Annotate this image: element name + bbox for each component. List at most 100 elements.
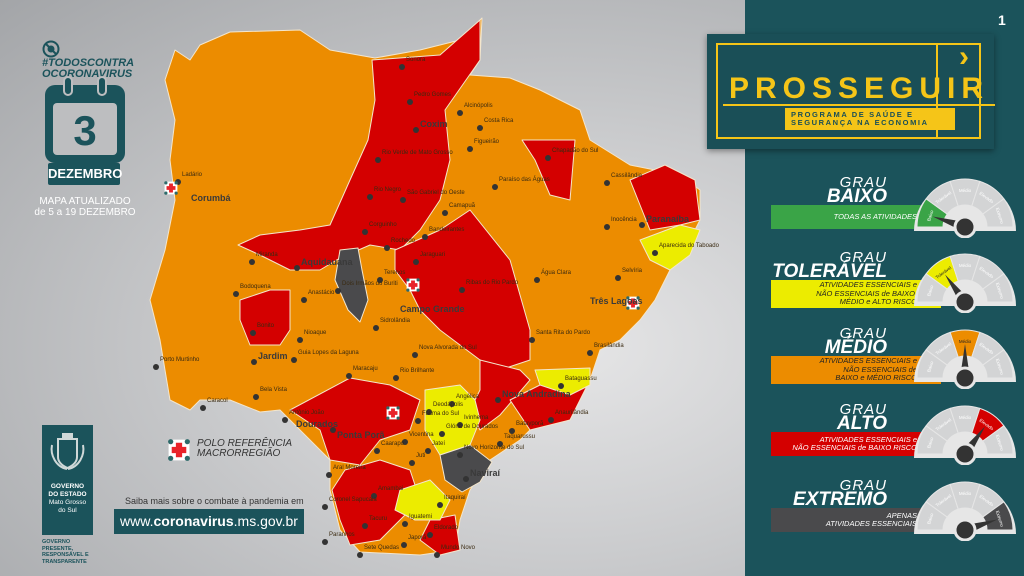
city-label: Sidrolândia (380, 318, 411, 324)
city-label: Rio Brilhante (400, 368, 435, 374)
city-dot (253, 394, 259, 400)
city-dot (548, 417, 554, 423)
polo-referencia-icon (626, 296, 640, 310)
city-label: Campo Grande (400, 304, 465, 314)
city-dot (153, 364, 159, 370)
city-label: Amambai (378, 486, 404, 492)
city-label: Nova Alvorada do Sul (419, 345, 477, 351)
city-dot (449, 401, 455, 407)
gauge-label: Médio (959, 491, 972, 496)
level-description: ATIVIDADES ESSENCIAIS e NÃO ESSENCIAIS de… (771, 432, 941, 456)
no-virus-icon (42, 40, 60, 58)
city-label: Alcinópolis (464, 103, 493, 109)
city-dot (412, 352, 418, 358)
gauge-label: Médio (959, 188, 972, 193)
city-label: Novo Horizonte do Sul (464, 445, 525, 451)
region-extremo (334, 247, 369, 323)
city-label: Terenos (384, 270, 406, 276)
city-label: Jardim (258, 351, 288, 361)
city-label: Rochedo (391, 238, 416, 244)
level-description: APENAS ATIVIDADES ESSENCIAIS (771, 508, 941, 532)
region-alto (419, 514, 461, 556)
city-dot (291, 357, 297, 363)
gauge-segment (982, 349, 1014, 379)
website-link[interactable]: www.coronavirus.ms.gov.br (114, 509, 304, 534)
page-number: 1 (998, 12, 1006, 28)
city-dot (233, 291, 239, 297)
city-label: Cassilândia (611, 173, 643, 179)
brand-subtitle: PROGRAMA DE SAÚDE E SEGURANÇA NA ECONOMIA (785, 108, 955, 130)
city-label: Batayporã (516, 421, 544, 427)
city-label: Camapuã (449, 203, 476, 209)
city-dot (558, 383, 564, 389)
update-period: MAPA ATUALIZADO de 5 a 19 DEZEMBRO (34, 196, 136, 218)
city-dot (439, 431, 445, 437)
city-dot (200, 405, 206, 411)
city-label: Mundo Novo (441, 545, 476, 551)
gauge-label: Médio (959, 415, 972, 420)
city-dot (326, 472, 332, 478)
government-logo: GOVERNO DO ESTADO Mato Grosso do Sul (42, 425, 93, 535)
calendar-icon: 3 (45, 76, 125, 163)
city-dot (251, 359, 257, 365)
city-dot (250, 330, 256, 336)
city-label: Guia Lopes da Laguna (298, 350, 359, 356)
city-label: Ivinhema (464, 415, 489, 421)
city-label: Corguinho (369, 222, 397, 228)
city-label: Pedro Gomes (414, 92, 452, 98)
polo-referencia-icon (406, 278, 420, 292)
region-toleravel (534, 367, 591, 396)
city-dot (294, 265, 300, 271)
city-label: Chapadão do Sul (552, 148, 599, 154)
city-dot (509, 428, 515, 434)
city-dot (393, 375, 399, 381)
city-dot (422, 234, 428, 240)
city-dot (457, 110, 463, 116)
city-label: Três Lagoas (590, 296, 643, 306)
city-dot (529, 337, 535, 343)
city-dot (534, 277, 540, 283)
city-label: Japorã (408, 535, 427, 541)
gauge-label: Extremo (995, 358, 1005, 376)
city-dot (297, 337, 303, 343)
chevron-icon: › (959, 40, 969, 73)
city-dot (497, 441, 503, 447)
city-dot (413, 127, 419, 133)
city-label: Bataguassu (565, 376, 597, 382)
city-label: Santa Rita do Pardo (536, 330, 591, 336)
gauge-segment (982, 425, 1014, 455)
city-label: Jateí (432, 441, 446, 447)
city-label: Paranaíba (646, 214, 690, 224)
gauge-hub (953, 442, 977, 465)
city-label: Jaraguari (420, 252, 446, 258)
gauge-label: Médio (959, 339, 972, 344)
city-dot (249, 259, 255, 265)
city-dot (457, 452, 463, 458)
city-label: Caracol (207, 398, 228, 404)
region-alto (469, 359, 531, 431)
region-toleravel (424, 384, 481, 456)
city-dot (495, 397, 501, 403)
level-title: GRAU TOLERÁVEL (772, 249, 887, 282)
city-dot (367, 194, 373, 200)
region-toleravel (639, 224, 701, 271)
city-label: Caarapó (381, 441, 405, 447)
city-label: Corumbá (191, 193, 231, 203)
city-dot (335, 288, 341, 294)
city-dot (437, 502, 443, 508)
gauge-label: Baixo (926, 284, 934, 297)
city-label: Iguatemi (409, 514, 433, 520)
gauge-hub (953, 215, 977, 238)
level-title: GRAU MÉDIO (824, 325, 887, 358)
state-map (149, 17, 701, 556)
city-dot (459, 287, 465, 293)
prosseguir-logo: › PROSSEGUIR PROGRAMA DE SAÚDE E SEGURANÇ… (707, 34, 995, 149)
city-label: Coronel Sapucaia (329, 497, 377, 503)
gauge-segment (982, 198, 1014, 228)
region-alto (521, 139, 576, 201)
city-dot (604, 180, 610, 186)
region-alto (289, 377, 421, 466)
region-alto (237, 19, 481, 271)
